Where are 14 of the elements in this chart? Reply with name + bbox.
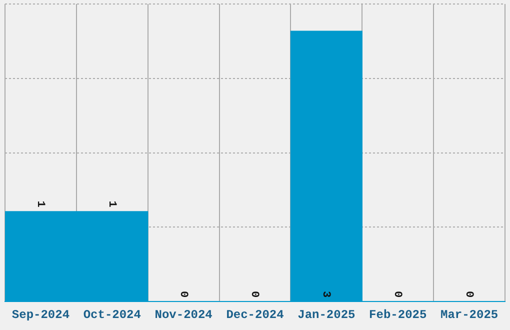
data-label: 1 — [34, 200, 46, 208]
data-label: 0 — [176, 290, 189, 298]
x-tick-label: Oct-2024 — [83, 308, 141, 322]
x-tick-label: Jan-2025 — [298, 308, 356, 322]
data-label: 3 — [320, 290, 332, 298]
x-tick-label: Feb-2025 — [369, 308, 427, 322]
data-label: 0 — [462, 290, 475, 298]
x-tick-label: Dec-2024 — [226, 308, 284, 322]
data-label: 1 — [105, 200, 118, 208]
x-tick-label: Mar-2025 — [440, 308, 498, 322]
data-label: 0 — [248, 290, 260, 298]
data-label: 0 — [391, 290, 404, 298]
x-tick-label: Sep-2024 — [12, 308, 70, 322]
x-tick-label: Nov-2024 — [154, 308, 212, 322]
